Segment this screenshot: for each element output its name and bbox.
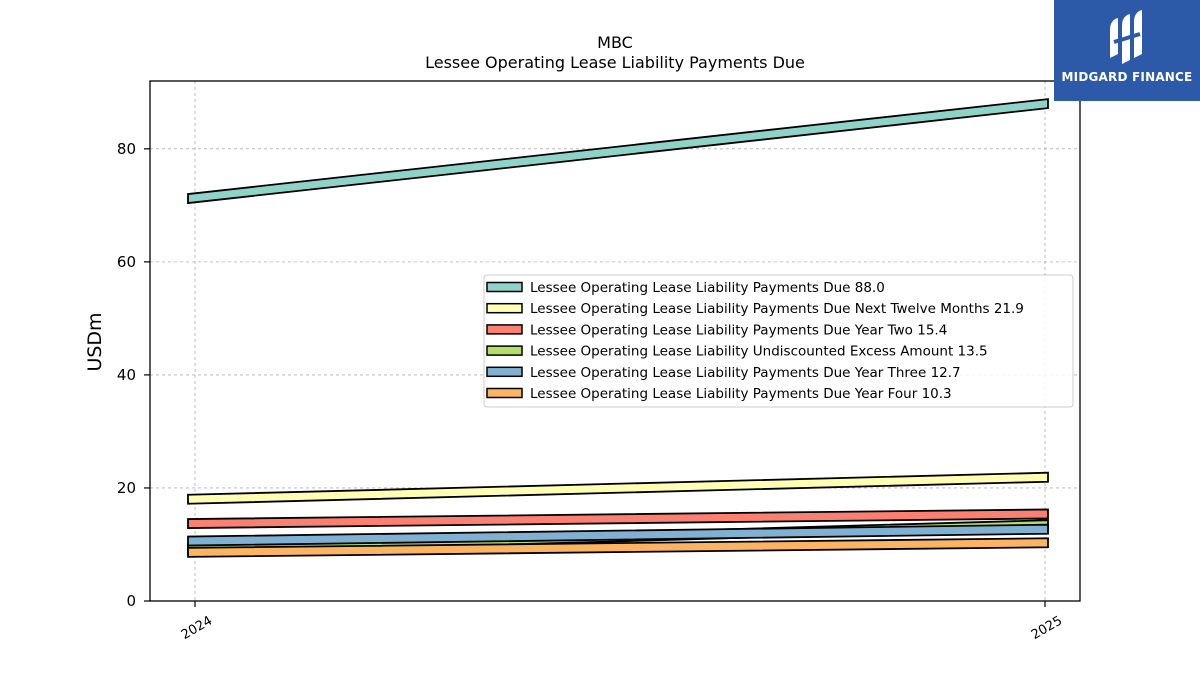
y-tick-label: 0 [126, 592, 136, 610]
legend-entry: Lessee Operating Lease Liability Payment… [530, 301, 1024, 317]
brand-name: MIDGARD FINANCE [1061, 70, 1193, 84]
series-layer [187, 98, 1049, 558]
series-line [187, 98, 1049, 205]
series-line [187, 537, 1049, 558]
y-tick-label: 40 [117, 366, 136, 384]
legend: Lessee Operating Lease Liability Payment… [483, 274, 1074, 408]
legend-swatch [486, 366, 523, 378]
legend-swatch [486, 324, 523, 335]
legend-swatch [486, 387, 523, 399]
chart-title: MBC [597, 33, 633, 52]
y-tick-label: 20 [117, 479, 136, 497]
legend-box [483, 274, 1074, 408]
legend-entry: Lessee Operating Lease Liability Payment… [530, 365, 961, 381]
legend-entry: Lessee Operating Lease Liability Payment… [530, 322, 947, 338]
y-tick-label: 80 [117, 140, 136, 158]
y-axis-label: USDm [84, 312, 106, 371]
x-tick-label: 2024 [179, 613, 215, 643]
legend-swatch [486, 345, 523, 356]
chart-subtitle: Lessee Operating Lease Liability Payment… [425, 53, 805, 72]
logo-mark-icon [1110, 10, 1142, 64]
series-line [187, 508, 1049, 529]
legend-entry: Lessee Operating Lease Liability Undisco… [530, 344, 988, 360]
brand-logo: MIDGARD FINANCE [1054, 0, 1200, 101]
series-line [187, 471, 1049, 505]
plot-frame [149, 80, 1081, 602]
legend-entry: Lessee Operating Lease Liability Payment… [530, 386, 952, 402]
legend-swatch [486, 281, 523, 293]
legend-swatch [486, 302, 523, 314]
y-tick-label: 60 [117, 253, 136, 271]
series-line [187, 523, 1049, 547]
legend-entry: Lessee Operating Lease Liability Payment… [530, 280, 885, 296]
x-tick-label: 2025 [1029, 613, 1065, 643]
